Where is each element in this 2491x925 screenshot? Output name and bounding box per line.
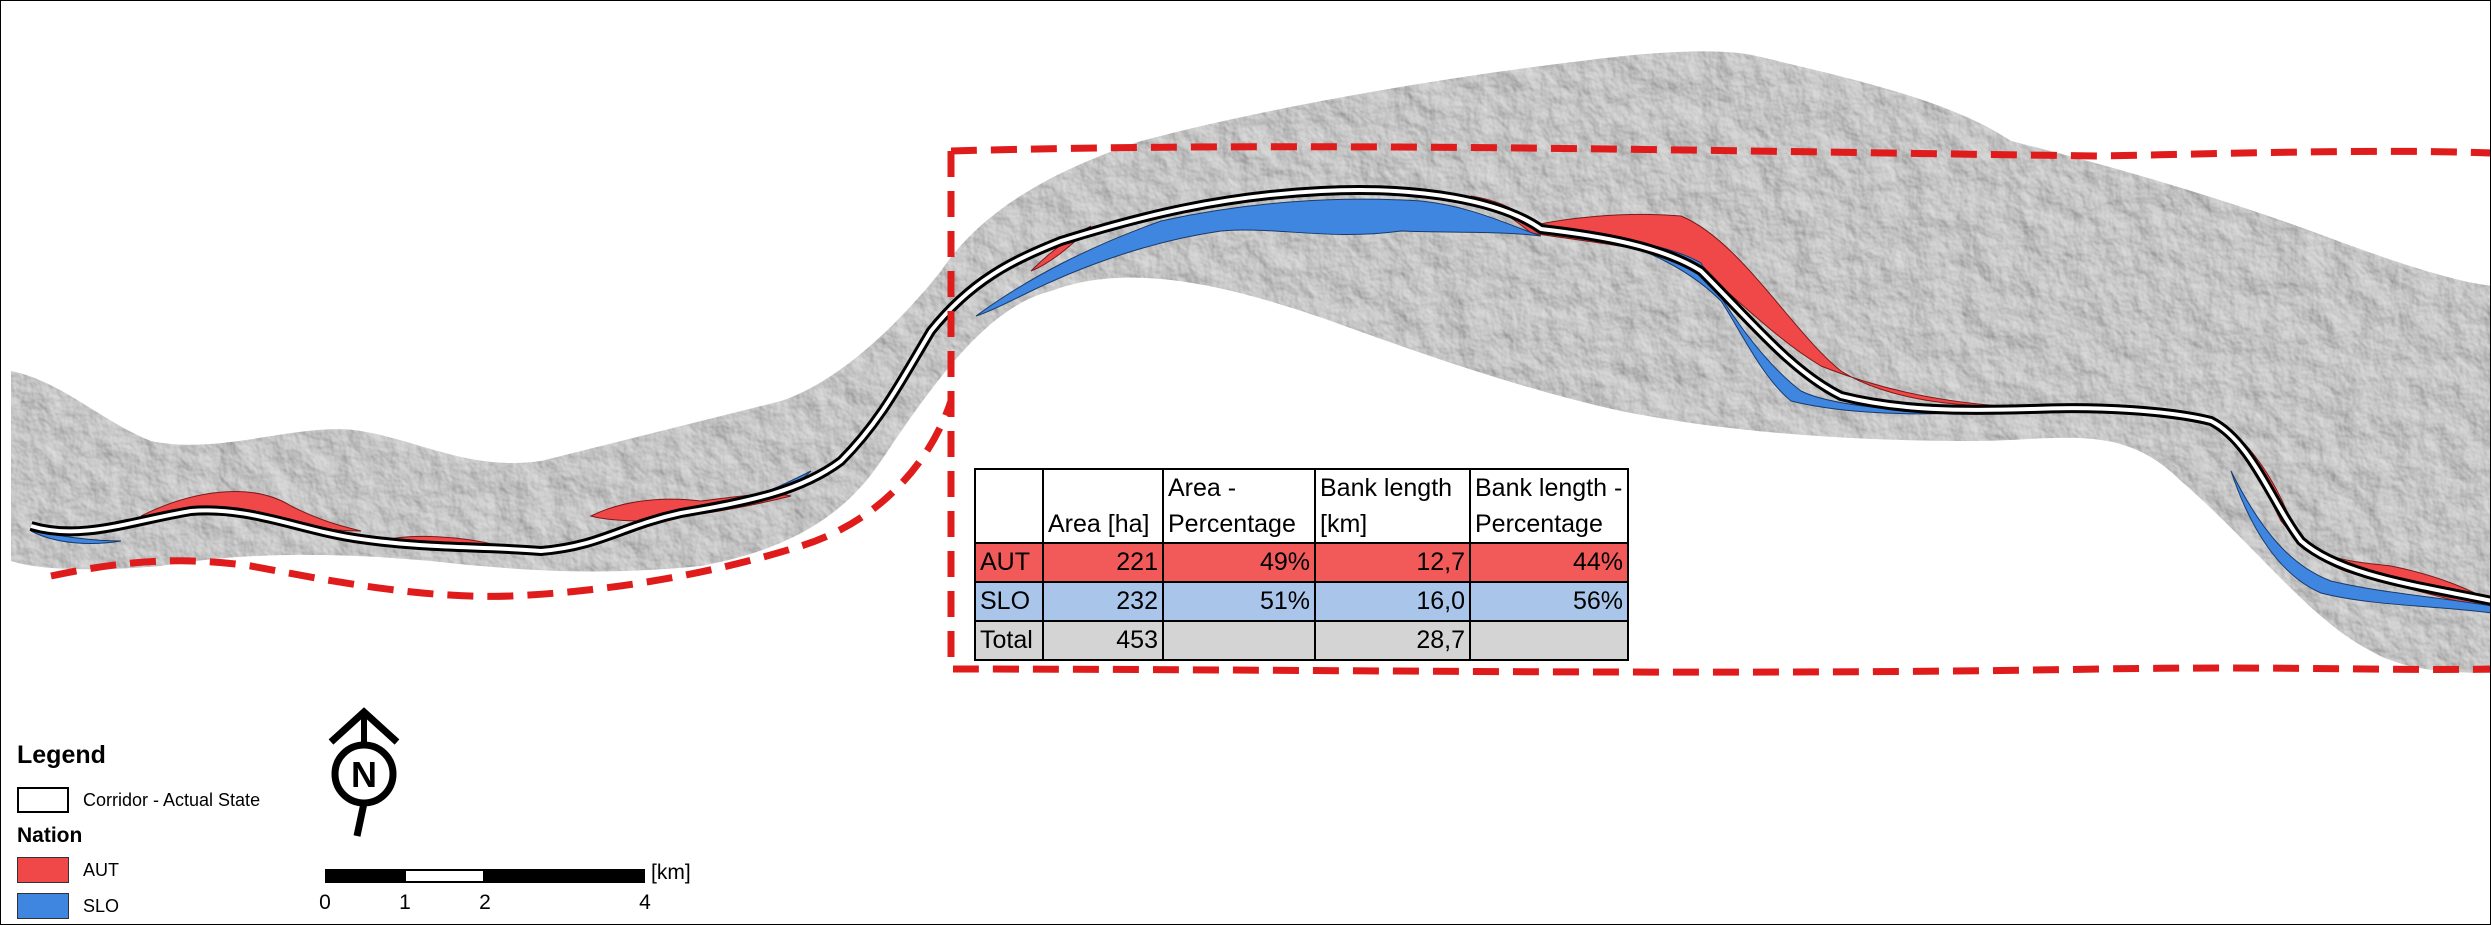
scale-segment [325,869,406,883]
table-row: SLO 232 51% 16,0 56% [974,581,1629,622]
statistics-table: Area [ha] Area - Percentage Bank length … [974,468,1629,661]
slo-area [975,198,1542,317]
table-cell: 51% [1162,581,1316,622]
slo-swatch [17,893,69,919]
table-cell [1162,620,1316,661]
scale-tick: 4 [639,891,651,914]
aut-swatch [17,857,69,883]
legend-subtitle: Nation [17,824,83,847]
scale-segment [404,869,485,883]
table-cell: 232 [1042,581,1164,622]
corridor-inner [30,188,2490,603]
table-header-cell: Area [ha] [1042,468,1164,544]
table-row: Total 453 28,7 [974,620,1629,661]
scale-bar: 0 1 2 4 [km] [319,861,699,921]
table-header-row: Area [ha] Area - Percentage Bank length … [974,468,1629,544]
legend-label: AUT [83,859,119,880]
table-cell: 12,7 [1314,542,1471,583]
table-row: AUT 221 49% 12,7 44% [974,542,1629,583]
scale-tick: 0 [319,891,331,914]
table-cell [1469,620,1629,661]
north-arrow-icon: N [328,707,400,837]
slo-area [2230,470,2490,614]
north-label: N [351,754,377,795]
table-cell: 44% [1469,542,1629,583]
table-cell: 221 [1042,542,1164,583]
study-area-east-boundary [947,143,2490,676]
table-cell: 49% [1162,542,1316,583]
table-cell: 56% [1469,581,1629,622]
legend-item-slo: SLO [17,888,260,924]
table-header-cell: Area - Percentage [1162,468,1316,544]
table-header-cell: Bank length [km] [1314,468,1471,544]
legend-item-aut: AUT [17,852,260,888]
scale-unit: [km] [651,861,691,884]
map-legend: Legend Corridor - Actual State Nation AU… [17,741,260,924]
legend-title: Legend [17,741,106,769]
legend-label: SLO [83,895,120,916]
table-header-cell [974,468,1044,544]
table-cell: 453 [1042,620,1164,661]
table-row-label: SLO [974,581,1044,622]
table-cell: 28,7 [1314,620,1471,661]
corridor-swatch [17,787,69,813]
table-row-label: Total [974,620,1044,661]
table-cell: 16,0 [1314,581,1471,622]
study-area-west-boundary [50,399,955,600]
scale-segment [483,869,645,883]
scale-tick: 1 [399,891,411,914]
legend-item-corridor: Corridor - Actual State [17,782,260,818]
legend-label: Corridor - Actual State [83,789,261,810]
table-row-label: AUT [974,542,1044,583]
scale-tick: 2 [479,891,491,914]
table-header-cell: Bank length - Percentage [1469,468,1629,544]
